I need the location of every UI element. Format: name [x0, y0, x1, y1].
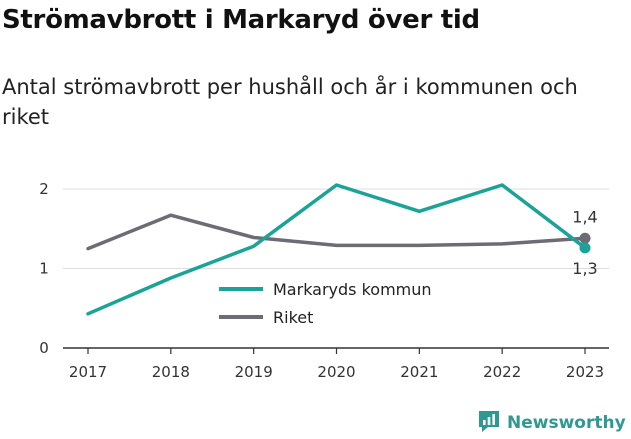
newsworthy-logo-icon [476, 408, 502, 438]
end-label-markaryd: 1,3 [572, 259, 597, 278]
series-lines [86, 183, 587, 316]
x-tick-label: 2020 [317, 363, 355, 381]
end-point-markaryd [579, 242, 591, 254]
end-label-riket: 1,4 [572, 207, 597, 226]
end-point-riket [579, 232, 591, 244]
brand-name: Newsworthy [507, 413, 626, 433]
x-tick-label: 2022 [483, 363, 521, 381]
y-tick-label: 0 [39, 339, 49, 357]
legend-label-markaryd: Markaryds kommun [273, 280, 432, 299]
y-tick-label: 1 [39, 260, 49, 278]
x-tick-label: 2019 [235, 363, 273, 381]
x-axis-ticks: 2017 2018 2019 2020 2021 2022 2023 [69, 348, 604, 381]
chart-title: Strömavbrott i Markaryd över tid [2, 5, 480, 35]
newsworthy-brand: Newsworthy [476, 409, 626, 437]
grid-lines [63, 188, 609, 269]
series-line-riket [86, 213, 587, 251]
legend: Markaryds kommun Riket [219, 280, 432, 327]
x-tick-label: 2018 [152, 363, 190, 381]
x-tick-label: 2023 [566, 363, 604, 381]
y-axis-ticks: 0 1 2 [39, 180, 49, 357]
chart-subtitle: Antal strömavbrott per hushåll och år i … [2, 75, 578, 129]
x-tick-label: 2017 [69, 363, 107, 381]
y-tick-label: 2 [39, 180, 49, 198]
series-line-markaryd [86, 183, 587, 316]
end-labels: 1,3 1,4 [572, 207, 597, 278]
x-tick-label: 2021 [400, 363, 438, 381]
legend-label-riket: Riket [273, 308, 313, 327]
end-points [579, 232, 591, 254]
